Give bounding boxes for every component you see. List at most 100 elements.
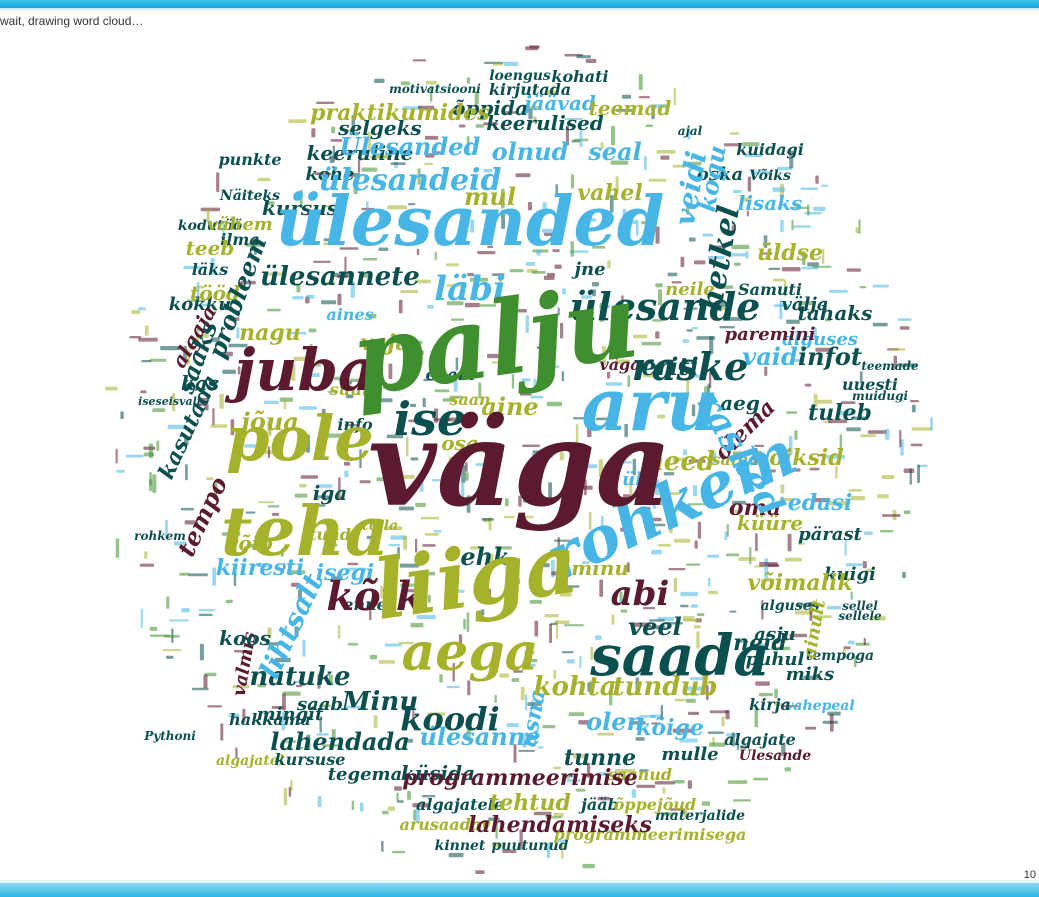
cloud-word: vahepeal	[785, 698, 854, 714]
cloud-word: kuidagi	[736, 140, 804, 159]
cloud-word: kiiresti	[216, 555, 304, 581]
cloud-word: küsida	[401, 761, 475, 785]
cloud-word: algajatel	[216, 753, 284, 769]
cloud-word: need	[645, 447, 715, 477]
cloud-word: kursus	[262, 196, 338, 220]
cloud-word: nagu	[239, 320, 301, 346]
cloud-word: pole	[226, 402, 374, 475]
cloud-word: teemade	[861, 359, 919, 373]
cloud-word: motivatsiooni	[389, 82, 481, 96]
cloud-word: kõige	[636, 715, 704, 741]
cloud-word: kinnet	[435, 838, 486, 854]
cloud-word: kohta	[533, 672, 616, 702]
cloud-word: veel	[628, 612, 682, 641]
bottom-accent-line	[0, 880, 1039, 883]
status-text: wait, drawing word cloud…	[0, 14, 144, 28]
cloud-word: tuleb	[808, 400, 872, 426]
cloud-word: saanud	[607, 765, 672, 784]
cloud-word: raske	[632, 344, 749, 389]
cloud-word: lahendamiseks	[468, 812, 652, 838]
cloud-word: kirja	[749, 695, 791, 714]
cloud-word: abi	[611, 574, 670, 614]
word-cloud: iseseisvalt teemade Pythoni ajal rohkem muidu…	[105, 45, 933, 874]
cloud-word: tahaks	[798, 301, 873, 325]
cloud-word: Pythoni	[143, 729, 196, 743]
cloud-word: üldse	[757, 240, 823, 266]
cloud-word: pärast	[798, 524, 863, 545]
cloud-word: neid	[733, 630, 787, 656]
cloud-word: teemad	[589, 96, 672, 120]
cloud-word: oska	[697, 164, 743, 185]
cloud-word: miks	[786, 664, 835, 685]
cloud-word: vahel	[577, 180, 642, 206]
cloud-word: tund	[309, 525, 351, 544]
cloud-word: osa	[441, 431, 479, 455]
cloud-word: tempoga	[806, 648, 874, 664]
cloud-word: juba	[224, 336, 375, 404]
cloud-word: välja	[781, 294, 828, 315]
cloud-word: üks	[622, 469, 658, 490]
cloud-word: programmeerimise	[402, 765, 637, 791]
cloud-word: ülesande	[570, 284, 761, 329]
cloud-word: Samuti	[738, 280, 802, 299]
cloud-word: Minu	[341, 687, 418, 717]
cloud-word: ajal	[678, 124, 703, 138]
cloud-word: kuigi	[824, 564, 876, 585]
cloud-word: Ülesande	[739, 745, 811, 764]
cloud-word: edasi	[788, 490, 852, 516]
cloud-word: praktikumides	[310, 100, 490, 126]
cloud-word: läks	[192, 260, 229, 279]
cloud-word: ülesanne	[419, 722, 540, 751]
cloud-word: loengus	[489, 68, 551, 84]
top-accent-bar	[0, 0, 1039, 8]
cloud-word: aine	[481, 392, 538, 421]
cloud-word: õppejõud	[614, 795, 697, 814]
cloud-word: Näiteks	[219, 188, 280, 204]
page-counter: 10	[1023, 869, 1036, 881]
cloud-word: oma	[729, 495, 781, 521]
cloud-word: veidi	[668, 149, 714, 229]
cloud-word: võib	[227, 531, 274, 555]
cloud-word: sain	[710, 450, 748, 469]
cloud-word: jne	[571, 259, 605, 280]
cloud-word: paremini	[725, 324, 816, 345]
cloud-word: koodi	[400, 700, 499, 738]
cloud-word: natuke	[249, 662, 350, 692]
cloud-word: iseseisvalt	[138, 395, 202, 408]
cloud-word: isegi	[316, 560, 374, 586]
cloud-word: punkte	[218, 150, 281, 169]
cloud-word: lahendada	[270, 727, 410, 756]
cloud-word: küüre	[737, 511, 803, 535]
cloud-word: alguses	[782, 329, 858, 350]
cloud-word: ülesanded	[276, 182, 665, 262]
cloud-word: läbi	[434, 269, 506, 309]
cloud-word: kokku	[169, 294, 232, 315]
cloud-word: asju	[754, 624, 795, 645]
cloud-word: neile	[665, 279, 715, 300]
cloud-word: puhul	[746, 649, 805, 670]
cloud-word: õppida	[452, 96, 528, 120]
cloud-word: lisaks	[738, 191, 803, 215]
cloud-word: mulle	[661, 744, 718, 765]
cloud-word: mul	[464, 182, 516, 211]
cloud-word: kodutöö	[178, 218, 242, 234]
cloud-word: Ülesanded	[340, 132, 481, 161]
cloud-word: vaja	[360, 330, 409, 356]
cloud-word: teha	[221, 492, 389, 572]
cloud-word: algajatele	[416, 795, 504, 814]
cloud-word: ülesandeid	[319, 163, 502, 198]
cloud-word: võiksid	[756, 445, 843, 471]
cloud-word: aru	[582, 362, 719, 447]
cloud-word: võimalik	[747, 570, 852, 596]
cloud-word: vaid	[742, 342, 798, 371]
cloud-word: enne	[343, 595, 387, 614]
cloud-word: saab	[296, 694, 343, 715]
cloud-word: ise	[394, 392, 467, 446]
cloud-word: aeg	[720, 391, 760, 415]
cloud-word: ehk	[460, 542, 509, 571]
cloud-word: algajate	[724, 730, 796, 749]
cloud-word: kas	[181, 371, 219, 395]
cloud-word: aega	[402, 622, 539, 683]
bottom-accent-bar	[0, 883, 1039, 897]
cloud-word: vähem	[207, 214, 273, 235]
